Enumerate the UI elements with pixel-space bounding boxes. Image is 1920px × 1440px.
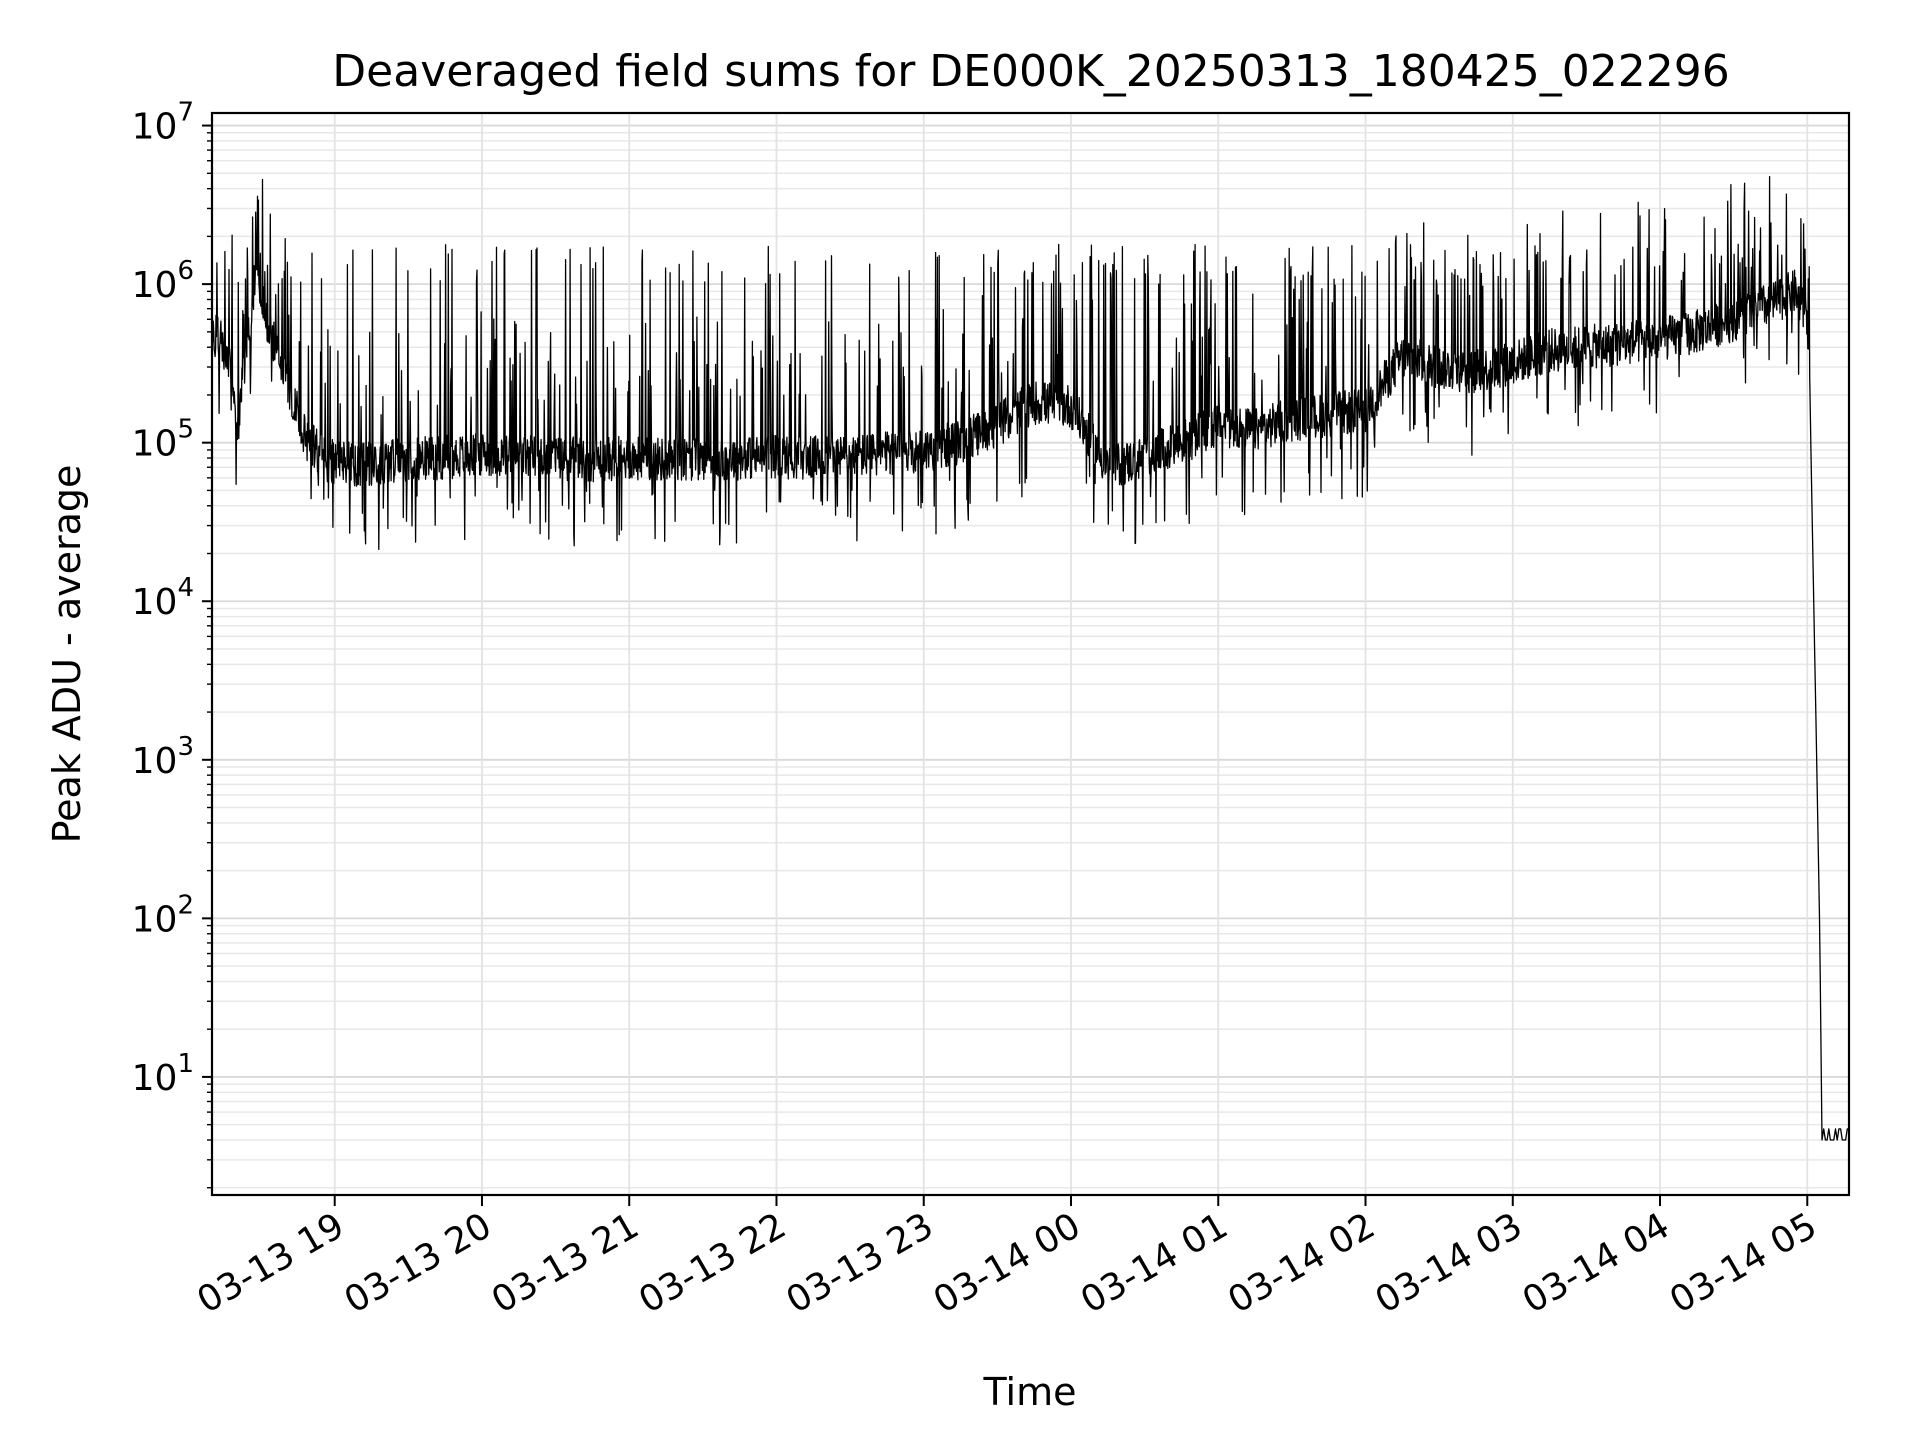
series-line — [211, 175, 1849, 1141]
y-tick-exponent: 1 — [177, 1049, 194, 1079]
y-tick-label: 101 — [132, 1049, 194, 1099]
plot-frame — [210, 111, 1851, 1197]
y-tick-base: 10 — [132, 899, 178, 940]
y-tick-label: 105 — [132, 415, 194, 465]
y-tick-exponent: 5 — [177, 415, 194, 445]
y-tick-label: 107 — [132, 98, 194, 148]
y-tick-exponent: 7 — [177, 98, 194, 128]
y-tick-label: 102 — [132, 890, 194, 940]
y-tick-base: 10 — [132, 741, 178, 782]
y-tick-base: 10 — [132, 582, 178, 623]
y-tick-exponent: 2 — [177, 890, 194, 920]
y-tick-label: 104 — [132, 573, 194, 623]
y-tick-base: 10 — [132, 424, 178, 465]
chart-title: Deaveraged field sums for DE000K_2025031… — [332, 46, 1729, 97]
x-axis-label: Time — [983, 1370, 1077, 1414]
y-tick-exponent: 3 — [177, 732, 194, 762]
data-series — [211, 175, 1849, 1141]
y-tick-base: 10 — [132, 265, 178, 306]
y-tick-exponent: 6 — [177, 256, 194, 286]
y-tick-label: 103 — [132, 732, 194, 782]
y-tick-base: 10 — [132, 107, 178, 148]
y-tick-base: 10 — [132, 1058, 178, 1099]
y-tick-exponent: 4 — [177, 573, 194, 603]
y-axis-label: Peak ADU - average — [45, 465, 89, 844]
grid — [212, 113, 1849, 1195]
y-tick-label: 106 — [132, 256, 194, 306]
